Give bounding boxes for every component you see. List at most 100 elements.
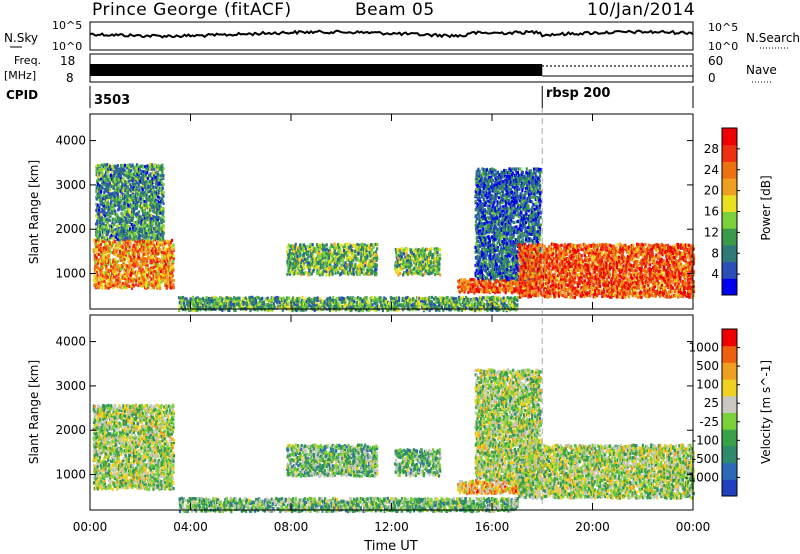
power-echo-cell: [98, 220, 102, 224]
power-echo-cell: [149, 273, 152, 277]
power-echo-cell: [95, 265, 98, 269]
power-echo-cell: [97, 218, 100, 222]
power-echo-cell: [96, 221, 99, 225]
power-echo-cell: [140, 270, 143, 274]
power-echo-cell: [131, 263, 134, 267]
power-echo-cell: [421, 247, 424, 251]
power-echo-cell: [125, 244, 128, 249]
power-echo-cell: [146, 263, 149, 267]
power-echo-cell: [172, 268, 175, 272]
power-echo-cell: [156, 241, 159, 245]
power-echo-cell: [172, 243, 175, 247]
power-echo-cell: [100, 213, 103, 217]
power-echo-cell: [511, 171, 514, 175]
noise-right-tick-top: 10^5: [708, 21, 738, 34]
power-echo-cell: [98, 243, 101, 248]
power-echo-cell: [125, 280, 128, 284]
power-echo-cell: [118, 281, 121, 285]
power-echo-cell: [518, 234, 521, 238]
power-echo-cell: [161, 199, 164, 203]
power-echo-cell: [96, 247, 99, 252]
power-echo-cell: [104, 284, 107, 288]
power-echo-cell: [525, 167, 528, 171]
power-echo-cell: [143, 283, 146, 287]
power-echo-cell: [101, 175, 104, 179]
power-echo-cell: [118, 264, 121, 268]
power-echo-cell: [96, 267, 99, 271]
power-echo-cell: [143, 278, 146, 282]
power-echo-cell: [94, 282, 97, 286]
power-echo-cell: [98, 248, 101, 252]
power-echo-cell: [102, 262, 105, 266]
power-echo-cell: [112, 250, 115, 255]
power-echo-cell: [156, 249, 159, 253]
power-echo-cell: [138, 257, 141, 261]
power-echo-cell: [294, 242, 297, 246]
power-echo-cell: [103, 279, 106, 283]
power-echo-cell: [98, 239, 101, 243]
power-echo-cell: [95, 185, 98, 189]
power-echo-cell: [95, 196, 98, 200]
power-echo-cell: [114, 245, 117, 250]
power-echo-cell: [100, 279, 103, 284]
power-echo-cell: [103, 274, 106, 278]
power-echo-cell: [96, 278, 99, 282]
power-echo-cell: [364, 264, 367, 268]
power-echo-cell: [111, 283, 114, 287]
power-echo-cell: [129, 183, 132, 187]
cpid-segment-2: rbsp 200: [546, 86, 610, 101]
power-echo-cell: [488, 194, 491, 198]
power-echo-cell: [98, 260, 102, 264]
power-echo-cell: [99, 202, 102, 206]
power-echo-cell: [333, 265, 336, 269]
power-echo-cell: [129, 241, 132, 245]
power-echo-cell: [142, 252, 145, 256]
power-echo-cell: [100, 207, 103, 211]
power-echo-cell: [96, 252, 99, 256]
power-echo-cell: [296, 271, 300, 276]
power-echo-cell: [127, 242, 130, 246]
power-echo-cell: [146, 276, 150, 280]
power-echo-cell: [154, 283, 157, 287]
power-echo-cell: [145, 284, 148, 288]
power-echo-cell: [311, 243, 314, 247]
power-echo-cell: [103, 210, 106, 214]
power-echo-cell: [151, 269, 154, 273]
power-echo-cell: [513, 287, 516, 291]
power-echo-cell: [509, 253, 513, 257]
power-echo-cell: [160, 267, 164, 271]
power-echo-cell: [499, 287, 502, 291]
power-echo-cell: [370, 243, 373, 247]
power-echo-cell: [120, 247, 124, 252]
power-echo-cell: [170, 263, 173, 267]
cpid-panel: CPID 3503 rbsp 200: [6, 86, 694, 108]
power-echo-cell: [149, 240, 153, 244]
power-echo-cell: [398, 260, 401, 264]
power-echo-cell: [140, 281, 143, 285]
power-echo-cell: [169, 282, 172, 286]
power-echo-cell: [130, 262, 133, 266]
power-echo-cell: [160, 253, 163, 257]
power-echo-cell: [102, 252, 105, 256]
power-echo-cell: [406, 247, 409, 251]
power-echo-cell: [93, 257, 96, 261]
power-echo-cell: [104, 245, 107, 249]
power-echo-cell: [154, 249, 158, 253]
power-echo-cell: [117, 178, 120, 182]
power-echo-cells: [92, 162, 696, 313]
power-echo-cell: [150, 268, 153, 272]
power-echo-cell: [133, 263, 137, 267]
frequency-panel: Freq. [MHz] 18 8 60 0 Nave: [4, 53, 777, 85]
power-echo-cell: [358, 272, 361, 276]
power-echo-cell: [149, 249, 152, 253]
power-echo-cell: [135, 259, 138, 263]
power-echo-cell: [524, 192, 527, 196]
power-echo-cell: [142, 248, 146, 252]
power-echo-cell: [135, 279, 138, 283]
power-echo-cell: [127, 239, 130, 243]
power-echo-cell: [115, 263, 118, 267]
power-echo-cell: [150, 277, 153, 281]
power-echo-cell: [490, 235, 494, 239]
power-echo-cell: [158, 268, 161, 272]
power-echo-cell: [114, 240, 117, 244]
